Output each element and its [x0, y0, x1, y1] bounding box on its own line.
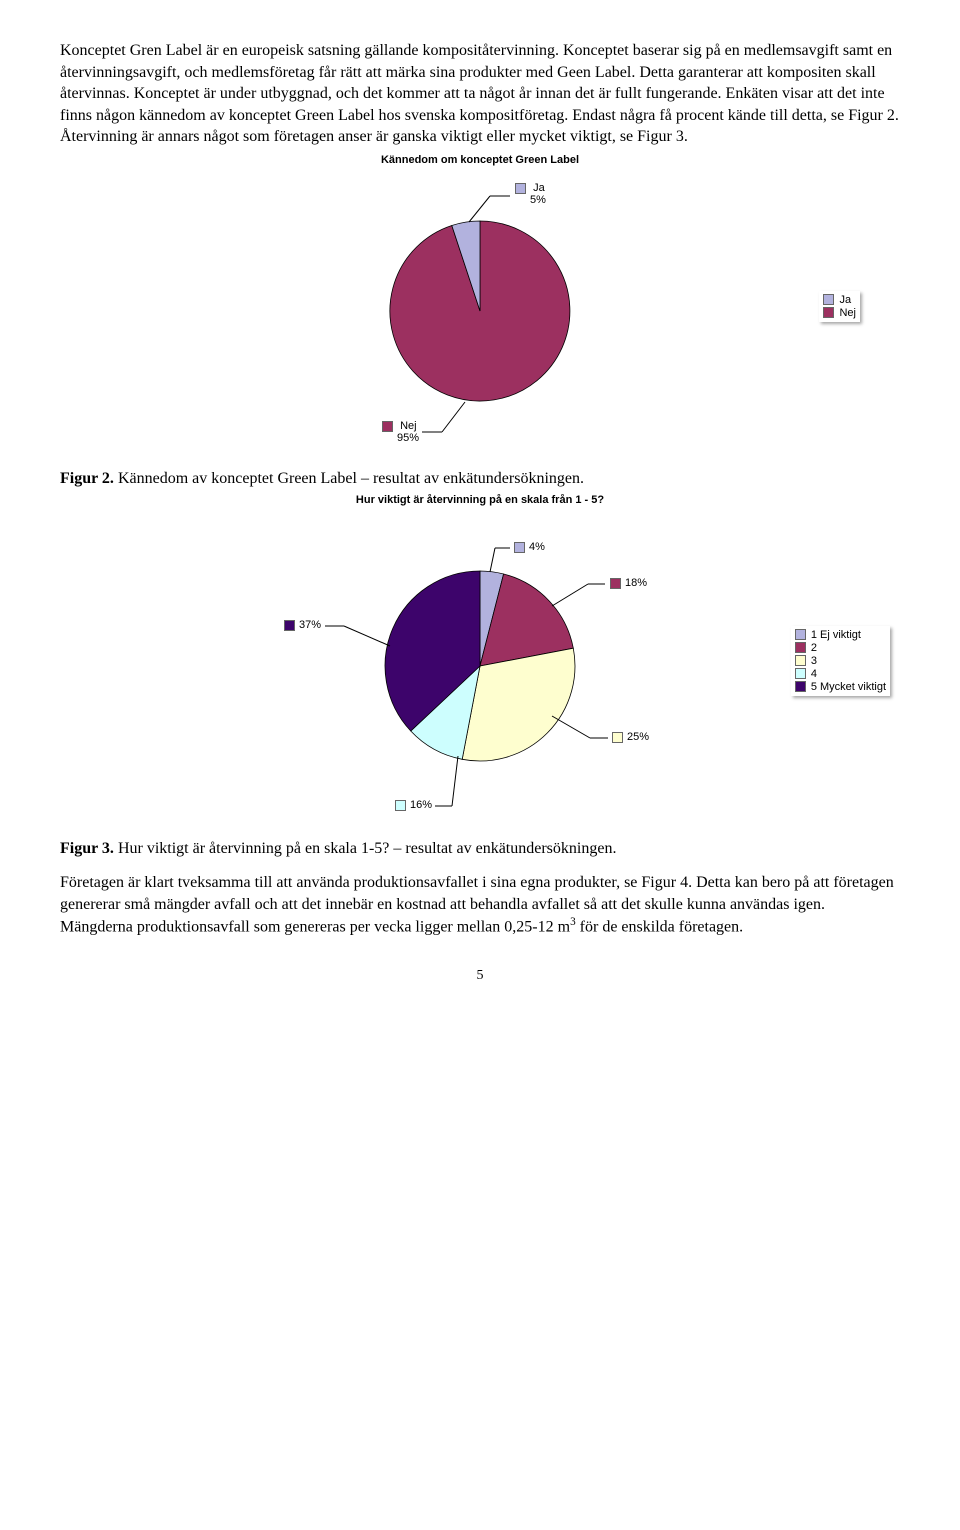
chart2-label-16: 16%: [395, 799, 432, 811]
closing-paragraph-b: för de enskilda företagen.: [576, 918, 743, 935]
chart1-label-ja-pct: 5%: [530, 194, 546, 206]
legend-label: 3: [811, 655, 817, 667]
chart2-legend: 1 Ej viktigt 2 3 4 5 Mycket viktigt: [791, 626, 890, 696]
legend-label-nej: Nej: [839, 307, 856, 319]
legend-swatch: [795, 668, 806, 679]
legend-swatch-nej: [823, 307, 834, 318]
chart2-pct-25: 25%: [627, 731, 649, 743]
legend-row: 2: [795, 642, 886, 654]
legend-row: 1 Ej viktigt: [795, 629, 886, 641]
chart1-swatch-nej: [382, 421, 393, 432]
legend-swatch: [795, 629, 806, 640]
page-number: 5: [60, 968, 900, 984]
chart2-pct-16: 16%: [410, 799, 432, 811]
legend-swatch: [795, 655, 806, 666]
chart2-pie: [380, 566, 580, 766]
chart1-legend-row: Ja: [823, 294, 856, 306]
chart1-title: Kännedom om konceptet Green Label: [60, 154, 900, 166]
legend-swatch-ja: [823, 294, 834, 305]
chart2-label-37: 37%: [284, 619, 321, 631]
chart1-legend: Ja Nej: [819, 291, 860, 322]
swatch-icon: [612, 732, 623, 743]
chart1-swatch-ja: [515, 183, 526, 194]
swatch-icon: [395, 800, 406, 811]
legend-label: 4: [811, 668, 817, 680]
chart2-pct-18: 18%: [625, 577, 647, 589]
chart2-label-25: 25%: [612, 731, 649, 743]
legend-row: 3: [795, 655, 886, 667]
legend-label: 2: [811, 642, 817, 654]
chart1-label-nej: Nej 95%: [382, 420, 419, 444]
figure3-caption-rest: Hur viktigt är återvinning på en skala 1…: [114, 840, 617, 857]
chart2-area: 4% 18% 25% 16% 37% 1 Ej viktigt 2 3 4 5 …: [60, 506, 900, 836]
legend-label: 1 Ej viktigt: [811, 629, 861, 641]
chart2-title: Hur viktigt är återvinning på en skala f…: [60, 494, 900, 506]
closing-paragraph: Företagen är klart tveksamma till att an…: [60, 872, 900, 938]
figure2-caption-bold: Figur 2.: [60, 470, 114, 487]
legend-swatch: [795, 642, 806, 653]
intro-paragraph: Konceptet Gren Label är en europeisk sat…: [60, 40, 900, 148]
chart1-legend-row: Nej: [823, 307, 856, 319]
legend-row: 5 Mycket viktigt: [795, 681, 886, 693]
chart2-label-18: 18%: [610, 577, 647, 589]
swatch-icon: [284, 620, 295, 631]
swatch-icon: [514, 542, 525, 553]
swatch-icon: [610, 578, 621, 589]
chart1-label-ja: Ja 5%: [515, 182, 546, 206]
chart2-label-4: 4%: [514, 541, 545, 553]
figure3-caption-bold: Figur 3.: [60, 840, 114, 857]
chart1-label-nej-text: Nej: [400, 420, 417, 432]
closing-paragraph-a: Företagen är klart tveksamma till att an…: [60, 874, 894, 936]
figure2-caption: Figur 2. Kännedom av konceptet Green Lab…: [60, 470, 900, 488]
chart2-pct-4: 4%: [529, 541, 545, 553]
chart1-pie: [385, 216, 575, 406]
chart1-area: Ja 5% Nej 95% Ja Nej: [60, 166, 900, 466]
figure3-caption: Figur 3. Hur viktigt är återvinning på e…: [60, 840, 900, 858]
figure2-caption-rest: Kännedom av konceptet Green Label – resu…: [114, 470, 584, 487]
legend-label-ja: Ja: [839, 294, 851, 306]
chart1-label-ja-text: Ja: [533, 182, 545, 194]
legend-swatch: [795, 681, 806, 692]
chart1-label-nej-pct: 95%: [397, 432, 419, 444]
legend-label: 5 Mycket viktigt: [811, 681, 886, 693]
legend-row: 4: [795, 668, 886, 680]
chart2-pct-37: 37%: [299, 619, 321, 631]
